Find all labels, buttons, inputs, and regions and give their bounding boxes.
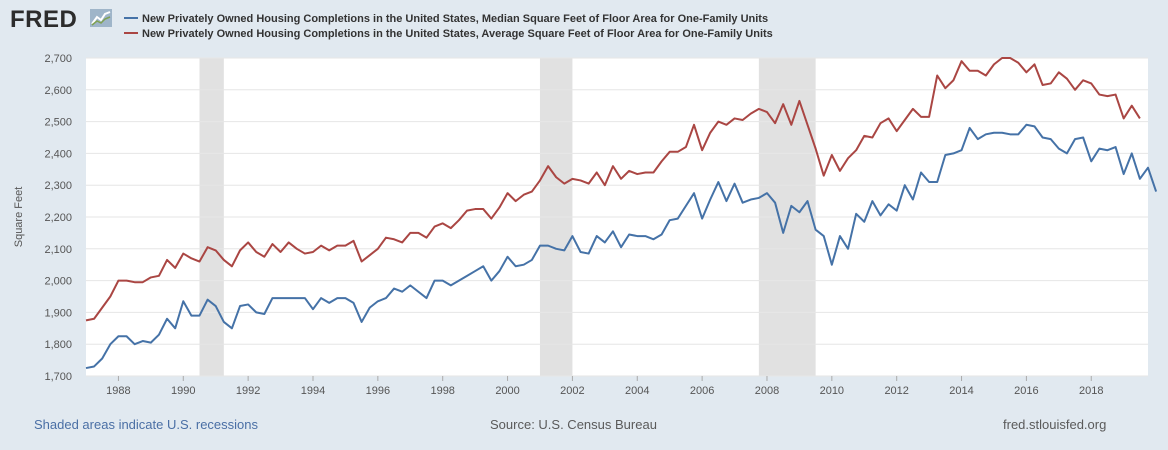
series-line-median[interactable] bbox=[85, 123, 1158, 370]
x-tick-label-12: 2012 bbox=[884, 385, 908, 397]
x-tick-label-8: 2004 bbox=[625, 385, 649, 397]
x-tick-label-15: 2018 bbox=[1079, 385, 1103, 397]
series-line-average[interactable] bbox=[85, 57, 1141, 322]
y-axis-ticks: 1,700 1,800 1,900 2,000 2,100 2,200 2,300 2,400… bbox=[44, 53, 72, 383]
y-tick-label-9: 2,600 bbox=[44, 85, 72, 97]
chart-header: FRED New Privately Owned Housing Complet… bbox=[0, 0, 1168, 50]
gridlines bbox=[86, 57, 1148, 377]
y-tick-label-0: 1,700 bbox=[44, 371, 72, 383]
y-tick-label-10: 2,700 bbox=[44, 53, 72, 65]
legend-entry-average[interactable]: New Privately Owned Housing Completions … bbox=[124, 28, 773, 40]
site-link[interactable]: fred.stlouisfed.org bbox=[1003, 417, 1107, 432]
fred-sparkline-icon bbox=[90, 9, 112, 27]
legend-label-average: New Privately Owned Housing Completions … bbox=[142, 28, 773, 40]
x-tick-label-2: 1992 bbox=[236, 385, 260, 397]
x-tick-label-6: 2000 bbox=[495, 385, 519, 397]
y-tick-label-1: 1,800 bbox=[44, 339, 72, 351]
x-tick-label-1: 1990 bbox=[171, 385, 195, 397]
y-axis-label: Square Feet bbox=[13, 187, 25, 248]
x-tick-label-0: 1988 bbox=[106, 385, 130, 397]
x-tick-label-5: 1998 bbox=[430, 385, 454, 397]
line-chart: 1,700 1,800 1,900 2,000 2,100 2,200 2,300 2,400… bbox=[13, 53, 1158, 397]
y-tick-label-6: 2,300 bbox=[44, 180, 72, 192]
series-lines bbox=[85, 57, 1158, 370]
y-tick-label-2: 1,900 bbox=[44, 307, 72, 319]
x-tick-label-11: 2010 bbox=[820, 385, 844, 397]
fred-logo[interactable]: FRED bbox=[10, 6, 78, 33]
x-tick-label-4: 1996 bbox=[366, 385, 390, 397]
x-tick-label-10: 2008 bbox=[755, 385, 779, 397]
y-tick-label-7: 2,400 bbox=[44, 148, 72, 160]
y-tick-label-3: 2,000 bbox=[44, 276, 72, 288]
legend-label-median: New Privately Owned Housing Completions … bbox=[142, 13, 769, 25]
source-note: Source: U.S. Census Bureau bbox=[490, 417, 657, 432]
x-tick-label-9: 2006 bbox=[690, 385, 714, 397]
y-tick-label-4: 2,100 bbox=[44, 244, 72, 256]
x-tick-label-7: 2002 bbox=[560, 385, 584, 397]
legend-swatch-average bbox=[124, 32, 138, 35]
x-tick-label-14: 2016 bbox=[1014, 385, 1038, 397]
y-tick-label-5: 2,200 bbox=[44, 212, 72, 224]
legend-swatch-median bbox=[124, 17, 138, 20]
x-tick-label-3: 1994 bbox=[301, 385, 325, 397]
legend-entry-median[interactable]: New Privately Owned Housing Completions … bbox=[124, 13, 768, 25]
y-tick-label-8: 2,500 bbox=[44, 117, 72, 129]
x-tick-label-13: 2014 bbox=[949, 385, 973, 397]
recession-note[interactable]: Shaded areas indicate U.S. recessions bbox=[34, 417, 259, 432]
x-axis-ticks: 1988 1990 1992 1994 1996 1998 2000 2002 2004 2006… bbox=[106, 376, 1103, 397]
